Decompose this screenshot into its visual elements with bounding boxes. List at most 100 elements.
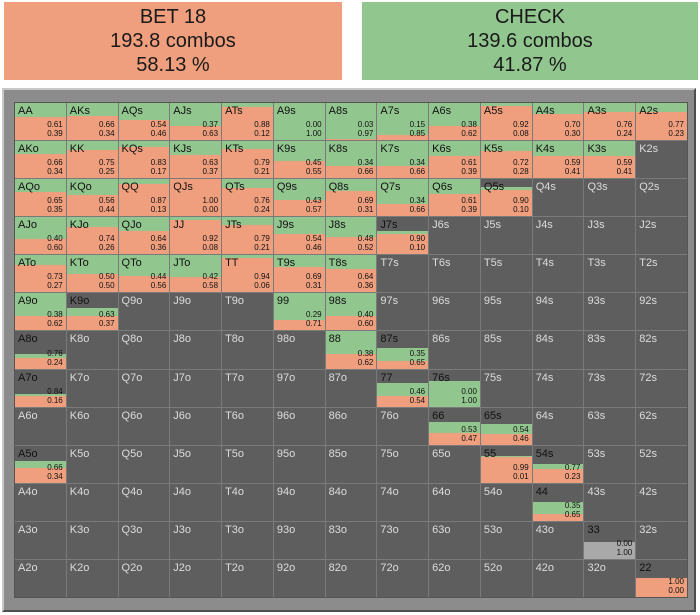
hand-cell-KTo[interactable]: 0.50 0.50 KTo	[66, 255, 118, 293]
hand-cell-72o[interactable]: 72o	[377, 559, 429, 597]
hand-cell-85o[interactable]: 85o	[325, 445, 377, 483]
hand-cell-QTo[interactable]: 0.44 0.56 QTo	[118, 255, 170, 293]
hand-cell-92o[interactable]: 92o	[273, 559, 325, 597]
hand-cell-65o[interactable]: 65o	[429, 445, 480, 483]
hand-cell-AQo[interactable]: 0.65 0.35 AQo	[15, 179, 66, 217]
hand-cell-J2s[interactable]: J2s	[636, 217, 687, 255]
hand-cell-A7s[interactable]: 0.15 0.85 A7s	[377, 103, 429, 141]
hand-cell-K4s[interactable]: 0.59 0.41 K4s	[532, 141, 584, 179]
hand-cell-T5s[interactable]: T5s	[480, 255, 532, 293]
hand-cell-KK[interactable]: 0.75 0.25 KK	[66, 141, 118, 179]
hand-cell-A6o[interactable]: A6o	[15, 407, 66, 445]
hand-cell-74s[interactable]: 74s	[532, 369, 584, 407]
check-summary-panel[interactable]: CHECK 139.6 combos 41.87 %	[362, 2, 698, 80]
hand-cell-84o[interactable]: 84o	[325, 483, 377, 521]
hand-cell-ATo[interactable]: 0.73 0.27 ATo	[15, 255, 66, 293]
hand-cell-T3o[interactable]: T3o	[222, 521, 273, 559]
hand-cell-QJs[interactable]: 1.00 0.00 QJs	[170, 179, 222, 217]
hand-cell-52o[interactable]: 52o	[480, 559, 532, 597]
hand-cell-T7o[interactable]: T7o	[222, 369, 273, 407]
hand-cell-J3o[interactable]: J3o	[170, 521, 222, 559]
hand-cell-Q2s[interactable]: Q2s	[636, 179, 687, 217]
hand-cell-Q7o[interactable]: Q7o	[118, 369, 170, 407]
hand-cell-93o[interactable]: 93o	[273, 521, 325, 559]
hand-cell-43s[interactable]: 43s	[584, 483, 636, 521]
hand-cell-22[interactable]: 1.00 0.00 22	[636, 559, 687, 597]
hand-cell-Q9s[interactable]: 0.43 0.57 Q9s	[273, 179, 325, 217]
hand-cell-98o[interactable]: 98o	[273, 331, 325, 369]
hand-cell-K8o[interactable]: K8o	[66, 331, 118, 369]
hand-cell-AKo[interactable]: 0.66 0.34 AKo	[15, 141, 66, 179]
hand-cell-T8s[interactable]: 0.64 0.36 T8s	[325, 255, 377, 293]
hand-cell-86s[interactable]: 86s	[429, 331, 480, 369]
hand-cell-K2s[interactable]: K2s	[636, 141, 687, 179]
hand-cell-KQs[interactable]: 0.83 0.17 KQs	[118, 141, 170, 179]
hand-cell-AQs[interactable]: 0.54 0.46 AQs	[118, 103, 170, 141]
hand-cell-93s[interactable]: 93s	[584, 293, 636, 331]
hand-cell-J3s[interactable]: J3s	[584, 217, 636, 255]
hand-cell-T9o[interactable]: T9o	[222, 293, 273, 331]
hand-cell-62s[interactable]: 62s	[636, 407, 687, 445]
hand-cell-K6s[interactable]: 0.61 0.39 K6s	[429, 141, 480, 179]
hand-cell-A6s[interactable]: 0.38 0.62 A6s	[429, 103, 480, 141]
hand-cell-ATs[interactable]: 0.88 0.12 ATs	[222, 103, 273, 141]
hand-cell-J8s[interactable]: 0.48 0.52 J8s	[325, 217, 377, 255]
hand-cell-97s[interactable]: 97s	[377, 293, 429, 331]
hand-cell-76o[interactable]: 76o	[377, 407, 429, 445]
hand-cell-A5o[interactable]: 0.66 0.34 A5o	[15, 445, 66, 483]
hand-cell-76s[interactable]: 0.00 1.00 76s	[429, 369, 480, 407]
hand-cell-43o[interactable]: 43o	[532, 521, 584, 559]
hand-cell-Q9o[interactable]: Q9o	[118, 293, 170, 331]
hand-cell-42o[interactable]: 42o	[532, 559, 584, 597]
hand-cell-Q2o[interactable]: Q2o	[118, 559, 170, 597]
hand-cell-QJo[interactable]: 0.64 0.36 QJo	[118, 217, 170, 255]
hand-cell-96s[interactable]: 96s	[429, 293, 480, 331]
hand-cell-J6s[interactable]: J6s	[429, 217, 480, 255]
hand-cell-K5s[interactable]: 0.72 0.28 K5s	[480, 141, 532, 179]
hand-cell-AJs[interactable]: 0.37 0.63 AJs	[170, 103, 222, 141]
hand-cell-44[interactable]: 0.35 0.65 44	[532, 483, 584, 521]
hand-cell-53s[interactable]: 53s	[584, 445, 636, 483]
hand-cell-J4o[interactable]: J4o	[170, 483, 222, 521]
hand-cell-Q3s[interactable]: Q3s	[584, 179, 636, 217]
hand-cell-Q6s[interactable]: 0.61 0.39 Q6s	[429, 179, 480, 217]
hand-cell-88[interactable]: 0.38 0.62 88	[325, 331, 377, 369]
hand-cell-QQ[interactable]: 0.87 0.13 QQ	[118, 179, 170, 217]
hand-cell-54o[interactable]: 54o	[480, 483, 532, 521]
hand-cell-TT[interactable]: 0.94 0.06 TT	[222, 255, 273, 293]
hand-cell-73s[interactable]: 73s	[584, 369, 636, 407]
hand-cell-J6o[interactable]: J6o	[170, 407, 222, 445]
hand-cell-Q5o[interactable]: Q5o	[118, 445, 170, 483]
hand-cell-K4o[interactable]: K4o	[66, 483, 118, 521]
hand-cell-T8o[interactable]: T8o	[222, 331, 273, 369]
hand-cell-T6s[interactable]: T6s	[429, 255, 480, 293]
hand-cell-53o[interactable]: 53o	[480, 521, 532, 559]
hand-cell-64s[interactable]: 64s	[532, 407, 584, 445]
hand-cell-94o[interactable]: 94o	[273, 483, 325, 521]
hand-cell-K6o[interactable]: K6o	[66, 407, 118, 445]
hand-cell-63s[interactable]: 63s	[584, 407, 636, 445]
hand-cell-A3o[interactable]: A3o	[15, 521, 66, 559]
hand-cell-A4o[interactable]: A4o	[15, 483, 66, 521]
hand-cell-85s[interactable]: 85s	[480, 331, 532, 369]
hand-cell-97o[interactable]: 97o	[273, 369, 325, 407]
hand-cell-Q8s[interactable]: 0.69 0.31 Q8s	[325, 179, 377, 217]
hand-cell-65s[interactable]: 0.54 0.46 65s	[480, 407, 532, 445]
hand-cell-J9o[interactable]: J9o	[170, 293, 222, 331]
hand-cell-96o[interactable]: 96o	[273, 407, 325, 445]
hand-cell-87s[interactable]: 0.35 0.65 87s	[377, 331, 429, 369]
hand-cell-33[interactable]: 0.00 1.00 33	[584, 521, 636, 559]
hand-cell-KJo[interactable]: 0.74 0.26 KJo	[66, 217, 118, 255]
hand-cell-J2o[interactable]: J2o	[170, 559, 222, 597]
hand-cell-K9o[interactable]: 0.63 0.37 K9o	[66, 293, 118, 331]
hand-cell-Q8o[interactable]: Q8o	[118, 331, 170, 369]
hand-cell-T2o[interactable]: T2o	[222, 559, 273, 597]
hand-cell-KJs[interactable]: 0.63 0.37 KJs	[170, 141, 222, 179]
hand-cell-99[interactable]: 0.29 0.71 99	[273, 293, 325, 331]
hand-cell-J9s[interactable]: 0.54 0.46 J9s	[273, 217, 325, 255]
hand-cell-54s[interactable]: 0.77 0.23 54s	[532, 445, 584, 483]
hand-cell-J5s[interactable]: J5s	[480, 217, 532, 255]
hand-cell-Q4o[interactable]: Q4o	[118, 483, 170, 521]
hand-cell-84s[interactable]: 84s	[532, 331, 584, 369]
hand-cell-83s[interactable]: 83s	[584, 331, 636, 369]
